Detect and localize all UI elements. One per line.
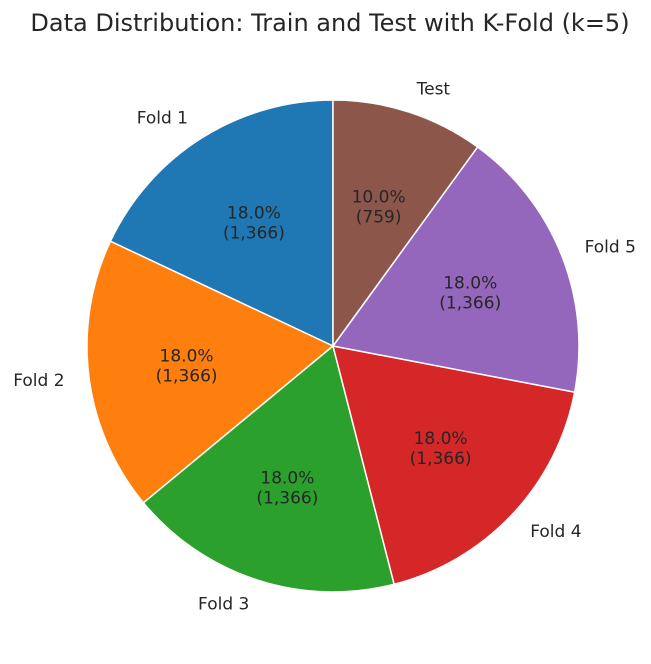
slice-label-fold-5: Fold 5 [585, 237, 636, 257]
slice-count-fold-5: (1,366) [439, 294, 501, 314]
pie-slice-fold-4 [332, 345, 576, 586]
slice-percent-test: 10.0% [352, 188, 406, 208]
slice-percent-fold-3: 18.0% [260, 468, 314, 488]
pie-slice-fold-1 [109, 99, 334, 347]
slice-percent-fold-2: 18.0% [160, 346, 214, 366]
slice-count-fold-1: (1,366) [223, 223, 285, 243]
pie-slice-fold-3 [142, 345, 395, 593]
pie-labels: Fold 118.0%(1,366)Fold 218.0%(1,366)Fold… [13, 80, 636, 615]
slice-percent-fold-5: 18.0% [443, 274, 497, 294]
slice-label-fold-3: Fold 3 [198, 594, 249, 614]
slice-count-test: (759) [356, 208, 402, 228]
slice-label-test: Test [416, 80, 451, 100]
slice-label-fold-1: Fold 1 [137, 109, 188, 129]
slice-count-fold-3: (1,366) [256, 488, 318, 508]
pie-slice-test [332, 99, 479, 347]
slice-label-fold-2: Fold 2 [13, 371, 64, 391]
slice-percent-fold-4: 18.0% [414, 429, 468, 449]
chart-title: Data Distribution: Train and Test with K… [30, 9, 629, 37]
slice-count-fold-4: (1,366) [410, 449, 472, 469]
pie-slice-fold-5 [332, 146, 580, 393]
slice-percent-fold-1: 18.0% [227, 203, 281, 223]
pie-slice-fold-2 [86, 240, 334, 504]
slice-label-fold-4: Fold 4 [530, 522, 581, 542]
pie-slices [86, 99, 580, 593]
slice-count-fold-2: (1,366) [156, 366, 218, 386]
